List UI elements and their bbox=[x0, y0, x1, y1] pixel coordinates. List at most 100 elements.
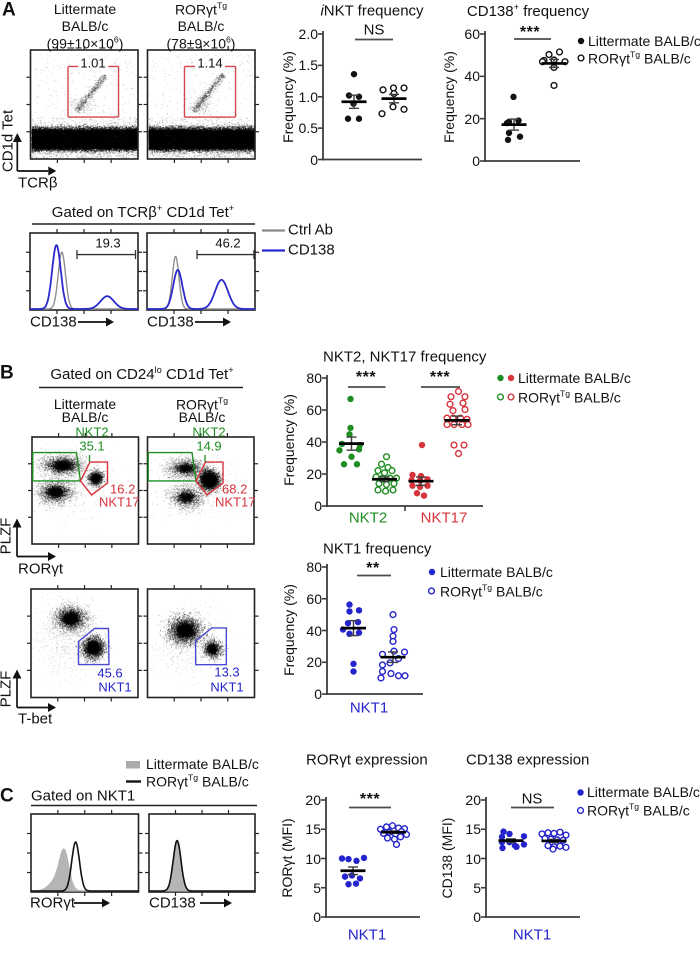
y-tick-label: 5 bbox=[313, 879, 321, 896]
cd138-mfi-chart-title: CD138 expression bbox=[466, 751, 590, 769]
inkt-significance: NS bbox=[363, 21, 385, 39]
flow-a1-cell-count: (99±10×106) bbox=[46, 34, 124, 51]
hist-a-header: Gated on TCRβ+ CD1d Tet+ bbox=[51, 203, 235, 221]
legend-b2-tg: RORγtTg BALB/c bbox=[440, 582, 543, 600]
nkt217-significance-nkt2: *** bbox=[355, 369, 377, 386]
cd138-mfi-significance: NS bbox=[521, 790, 543, 808]
y-tick-label: 80 bbox=[306, 559, 322, 575]
y-tick-label: 2.0 bbox=[298, 26, 318, 42]
flow-b1-title-line2: BALB/c bbox=[61, 409, 109, 425]
y-tick-label: 20 bbox=[306, 654, 322, 671]
flow-a2-title-line2: BALB/c bbox=[177, 17, 225, 34]
nkt217-category-nkt2: NKT2 bbox=[348, 509, 388, 527]
hist-a2-x-axis-label: CD138 bbox=[147, 313, 194, 331]
y-tick-label: 0 bbox=[310, 151, 318, 168]
legend-b2-littermate: Littermate BALB/c bbox=[440, 564, 553, 580]
y-tick-label: 10 bbox=[465, 850, 481, 867]
y-tick-label: 15 bbox=[465, 821, 481, 838]
legend-b1-littermate: Littermate BALB/c bbox=[518, 370, 631, 386]
panel-b-header: Gated on CD24lo CD1d Tet+ bbox=[50, 365, 234, 383]
hist-c1-x-axis-label: RORγt bbox=[30, 894, 75, 912]
legend-hist-cd138: CD138 bbox=[288, 241, 335, 259]
legend-b1-tg: RORγtTg BALB/c bbox=[518, 388, 621, 406]
panel-label-a: A bbox=[2, 0, 16, 21]
cd138-significance: *** bbox=[519, 24, 541, 41]
cd138-mfi-y-axis-label: CD138 (MFI) bbox=[439, 817, 455, 899]
y-tick-label: 40 bbox=[464, 68, 480, 85]
flow-b2-title-line2: BALB/c bbox=[178, 409, 226, 425]
gate-name-b2-nkt2: NKT2 bbox=[192, 424, 226, 440]
y-tick-label: 10 bbox=[305, 850, 321, 867]
y-tick-label: 1.5 bbox=[298, 57, 318, 74]
gate-value-b3-nkt1: 45.6 bbox=[97, 665, 123, 681]
y-tick-label: 0.5 bbox=[298, 120, 318, 137]
rorgt-mfi-significance: *** bbox=[359, 791, 381, 808]
flow-plot-canvas-tg-rorgt bbox=[147, 437, 254, 544]
y-tick-label: 20 bbox=[306, 466, 322, 482]
cd138-chart-title: CD138+ frequency bbox=[466, 2, 590, 20]
legend-c-littermate: Littermate BALB/c bbox=[146, 756, 259, 772]
y-tick-label: 5 bbox=[473, 879, 481, 896]
flow-a-x-axis-label: TCRβ bbox=[18, 174, 58, 192]
gate-name-b1-nkt17: NKT17 bbox=[99, 494, 140, 510]
y-tick-label: 0 bbox=[473, 909, 481, 925]
flow-b-lower-x-axis-label: T-bet bbox=[18, 710, 53, 728]
nkt217-significance-nkt17: *** bbox=[429, 369, 451, 386]
rorgt-mfi-category: NKT1 bbox=[347, 926, 387, 944]
flow-b-upper-x-axis-label: RORγt bbox=[18, 560, 63, 578]
nkt1-category: NKT1 bbox=[349, 699, 389, 717]
nkt217-category-nkt17: NKT17 bbox=[420, 509, 468, 527]
inkt-y-axis-label: Frequency (%) bbox=[280, 51, 296, 143]
gate-name-b2-nkt17: NKT17 bbox=[215, 494, 256, 510]
nkt1-chart-title: NKT1 frequency bbox=[323, 540, 432, 558]
gate-value-b1-nkt2: 35.1 bbox=[79, 438, 105, 454]
gate-name-b1-nkt2: NKT2 bbox=[75, 424, 109, 440]
y-tick-label: 60 bbox=[464, 26, 480, 42]
rorgt-mfi-y-axis-label: RORγt (MFI) bbox=[279, 818, 295, 898]
y-tick-label: 15 bbox=[305, 821, 321, 838]
hist-a1-gate-percent: 19.3 bbox=[95, 235, 121, 251]
gate-value-b2-nkt17: 68.2 bbox=[222, 481, 248, 497]
gate-value-b4-nkt1: 13.3 bbox=[214, 664, 240, 680]
cd138-mfi-category: NKT1 bbox=[512, 926, 552, 944]
flow-b-lower-y-axis-label: PLZF bbox=[0, 670, 15, 708]
inkt-chart-title: iNKT frequency bbox=[320, 2, 424, 20]
nkt1-y-axis-label: Frequency (%) bbox=[281, 584, 297, 676]
y-tick-label: 20 bbox=[305, 792, 321, 808]
flow-a1-title-line1: Littermate bbox=[53, 0, 117, 17]
y-tick-label: 40 bbox=[306, 622, 322, 639]
flow-plot-canvas-rorgt-tcrb bbox=[147, 50, 255, 159]
flow-a-y-axis-label: CD1d Tet bbox=[0, 109, 17, 173]
legend-a-tg: RORγtTg BALB/c bbox=[588, 49, 691, 67]
legend-hist-ctrl-ab: Ctrl Ab bbox=[288, 221, 334, 239]
y-tick-label: 40 bbox=[306, 434, 322, 450]
flow-b-upper-y-axis-label: PLZF bbox=[0, 517, 15, 555]
flow-plot-canvas-tg-tbet bbox=[147, 589, 255, 698]
y-tick-label: 60 bbox=[306, 590, 322, 607]
y-tick-label: 20 bbox=[464, 110, 480, 127]
flow-b1-title-line1: Littermate bbox=[53, 395, 117, 412]
flow-plot-canvas-littermate-tbet bbox=[31, 589, 138, 698]
gate-value-b1-nkt17: 16.2 bbox=[110, 481, 136, 497]
y-tick-label: 80 bbox=[306, 370, 322, 386]
y-tick-label: 1.0 bbox=[298, 88, 318, 105]
gate-name-b3-nkt1: NKT1 bbox=[98, 679, 132, 695]
legend-c-tg: RORγtTg BALB/c bbox=[146, 772, 249, 790]
hist-a1-x-axis-label: CD138 bbox=[30, 313, 77, 331]
y-tick-label: 0 bbox=[472, 153, 480, 169]
gate-value-a2: 1.14 bbox=[197, 55, 223, 71]
cd138-y-axis-label: Frequency (%) bbox=[441, 51, 457, 143]
flow-plot-canvas-littermate-rorgt bbox=[32, 437, 139, 544]
gate-value-b2-nkt2: 14.9 bbox=[196, 438, 222, 454]
legend-c2-tg: RORγtTg BALB/c bbox=[587, 801, 690, 819]
rorgt-mfi-chart-title: RORγt expression bbox=[306, 751, 428, 769]
flow-plot-canvas-littermate-tcrb bbox=[30, 50, 138, 159]
flow-b2-title-line1: RORγtTg bbox=[175, 395, 229, 412]
nkt1-significance: ** bbox=[366, 560, 380, 577]
hist-c2-x-axis-label: CD138 bbox=[149, 894, 196, 912]
gate-name-b4-nkt1: NKT1 bbox=[210, 679, 244, 695]
legend-a-littermate: Littermate BALB/c bbox=[588, 33, 700, 49]
y-tick-label: 0 bbox=[314, 686, 322, 702]
